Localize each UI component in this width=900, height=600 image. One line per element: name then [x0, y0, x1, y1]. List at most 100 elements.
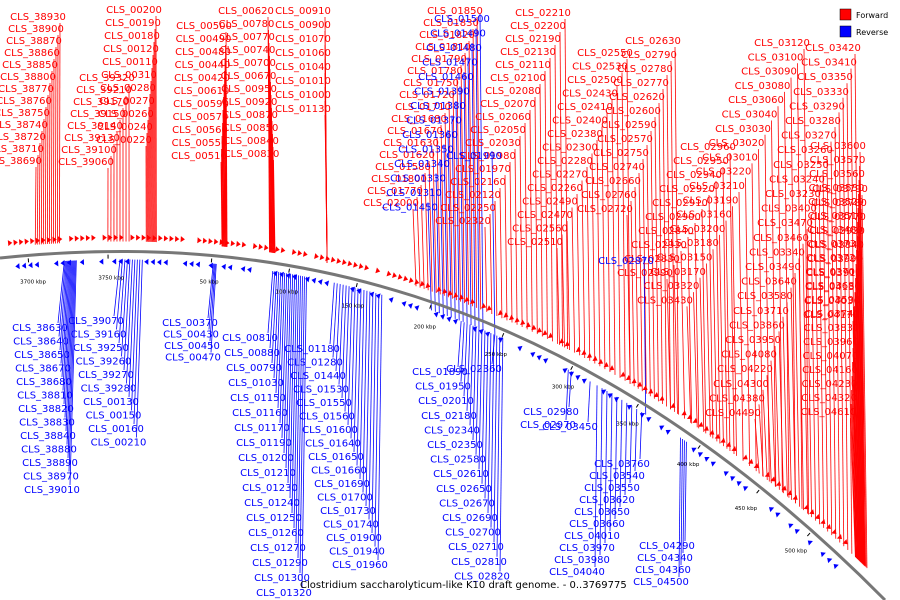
- forward-gene: [453, 292, 459, 298]
- forward-gene-label: CLS_02410: [557, 102, 613, 113]
- forward-gene: [264, 244, 269, 251]
- forward-gene-label: CLS_00560: [172, 125, 228, 136]
- reverse-gene-label: CLS_04010: [564, 531, 620, 542]
- reverse-gene-label: CLS_01690: [314, 479, 370, 490]
- reverse-leader-line: [133, 259, 141, 425]
- reverse-gene: [478, 329, 484, 335]
- forward-gene-label: CLS_03420: [805, 43, 861, 54]
- reverse-gene: [626, 404, 633, 411]
- forward-leader-line: [581, 180, 586, 359]
- forward-gene: [302, 250, 308, 257]
- reverse-gene-label: CLS_01560: [299, 412, 355, 423]
- forward-leader-line: [544, 70, 548, 339]
- reverse-gene-label: CLS_38650: [14, 350, 70, 361]
- forward-gene-label: CLS_02490: [522, 197, 578, 208]
- reverse-gene: [472, 326, 478, 332]
- reverse-gene: [704, 456, 710, 462]
- reverse-leader-line: [471, 42, 476, 327]
- reverse-gene: [414, 305, 420, 311]
- forward-gene-label: CLS_03400: [761, 204, 817, 215]
- reverse-gene: [601, 389, 607, 395]
- reverse-gene: [794, 529, 800, 535]
- forward-leader-line: [699, 277, 705, 432]
- reverse-gene: [530, 351, 536, 358]
- forward-leader-line: [851, 375, 858, 559]
- reverse-gene: [401, 301, 407, 307]
- reverse-gene-label: CLS_01030: [228, 378, 284, 389]
- forward-gene: [581, 349, 587, 356]
- forward-gene-label: CLS_03060: [728, 95, 784, 106]
- forward-gene: [46, 236, 52, 243]
- forward-gene-label: CLS_03570: [810, 155, 866, 166]
- reverse-leader-line: [64, 260, 72, 418]
- reverse-leader-line: [359, 289, 365, 480]
- forward-gene-label: CLS_01850: [427, 6, 483, 17]
- forward-gene: [41, 237, 46, 244]
- reverse-gene-label: CLS_02340: [424, 425, 480, 436]
- forward-leader-line: [273, 159, 276, 254]
- reverse-leader-line: [447, 129, 452, 318]
- reverse-gene-label: CLS_03450: [542, 422, 598, 433]
- forward-gene: [35, 237, 41, 244]
- forward-leader-line: [634, 186, 639, 389]
- forward-leader-line: [524, 122, 528, 330]
- forward-gene-label: CLS_00200: [106, 5, 162, 16]
- forward-gene-label: CLS_04220: [717, 364, 773, 375]
- forward-leader-line: [556, 247, 560, 345]
- forward-gene-label: CLS_01810: [415, 42, 471, 53]
- reverse-gene-label: CLS_04500: [633, 577, 689, 588]
- forward-gene: [753, 463, 759, 469]
- forward-leader-line: [606, 112, 611, 372]
- reverse-gene-label: CLS_04340: [637, 553, 693, 564]
- reverse-gene: [485, 331, 491, 338]
- forward-leader-line: [42, 118, 45, 245]
- forward-gene-label: CLS_03460: [753, 233, 809, 244]
- forward-leader-line: [267, 16, 270, 253]
- forward-gene-label: CLS_38740: [0, 120, 48, 131]
- forward-leader-line: [472, 28, 478, 308]
- forward-leader-line: [846, 83, 853, 554]
- forward-gene-label: CLS_00110: [102, 57, 158, 68]
- forward-leader-line: [852, 361, 858, 559]
- forward-gene-label: CLS_39140: [67, 121, 123, 132]
- reverse-leader-line: [285, 273, 292, 469]
- forward-gene-label: CLS_00190: [105, 18, 161, 29]
- reverse-leader-line: [368, 292, 374, 520]
- forward-leader-line: [855, 278, 862, 563]
- forward-gene-label: CLS_04230: [802, 379, 858, 390]
- reverse-leader-line: [499, 338, 504, 572]
- forward-gene-label: CLS_02060: [475, 112, 531, 123]
- forward-gene: [208, 238, 213, 245]
- tick-label: 3700 kbp: [20, 279, 46, 285]
- forward-leader-line: [838, 112, 845, 547]
- forward-gene-label: CLS_00480: [175, 47, 231, 58]
- forward-gene: [842, 539, 848, 545]
- forward-gene-label: CLS_00180: [104, 31, 160, 42]
- forward-leader-line: [52, 58, 55, 244]
- reverse-gene-label: CLS_04290: [639, 541, 695, 552]
- forward-leader-line: [55, 46, 57, 244]
- forward-gene: [836, 534, 843, 540]
- reverse-gene-label: CLS_01530: [293, 385, 349, 396]
- forward-leader-line: [784, 91, 790, 498]
- reverse-gene: [157, 259, 162, 266]
- forward-gene: [69, 235, 74, 242]
- forward-leader-line: [638, 172, 643, 392]
- forward-gene-label: CLS_02130: [500, 47, 556, 58]
- forward-gene: [586, 352, 593, 359]
- forward-leader-line: [222, 122, 224, 247]
- reverse-gene: [15, 263, 20, 270]
- forward-leader-line: [754, 418, 760, 474]
- reverse-leader-line: [344, 286, 350, 412]
- reverse-leader-line: [565, 369, 569, 421]
- forward-leader-line: [40, 130, 43, 245]
- forward-gene-label: CLS_38720: [0, 132, 46, 143]
- reverse-gene-label: CLS_01190: [236, 438, 292, 449]
- forward-gene: [330, 256, 336, 263]
- forward-leader-line: [36, 154, 39, 245]
- reverse-gene-label: CLS_38640: [13, 337, 69, 348]
- forward-leader-line: [630, 200, 635, 387]
- forward-gene-label: CLS_03790: [812, 184, 868, 195]
- forward-gene: [547, 332, 554, 339]
- forward-leader-line: [853, 306, 860, 561]
